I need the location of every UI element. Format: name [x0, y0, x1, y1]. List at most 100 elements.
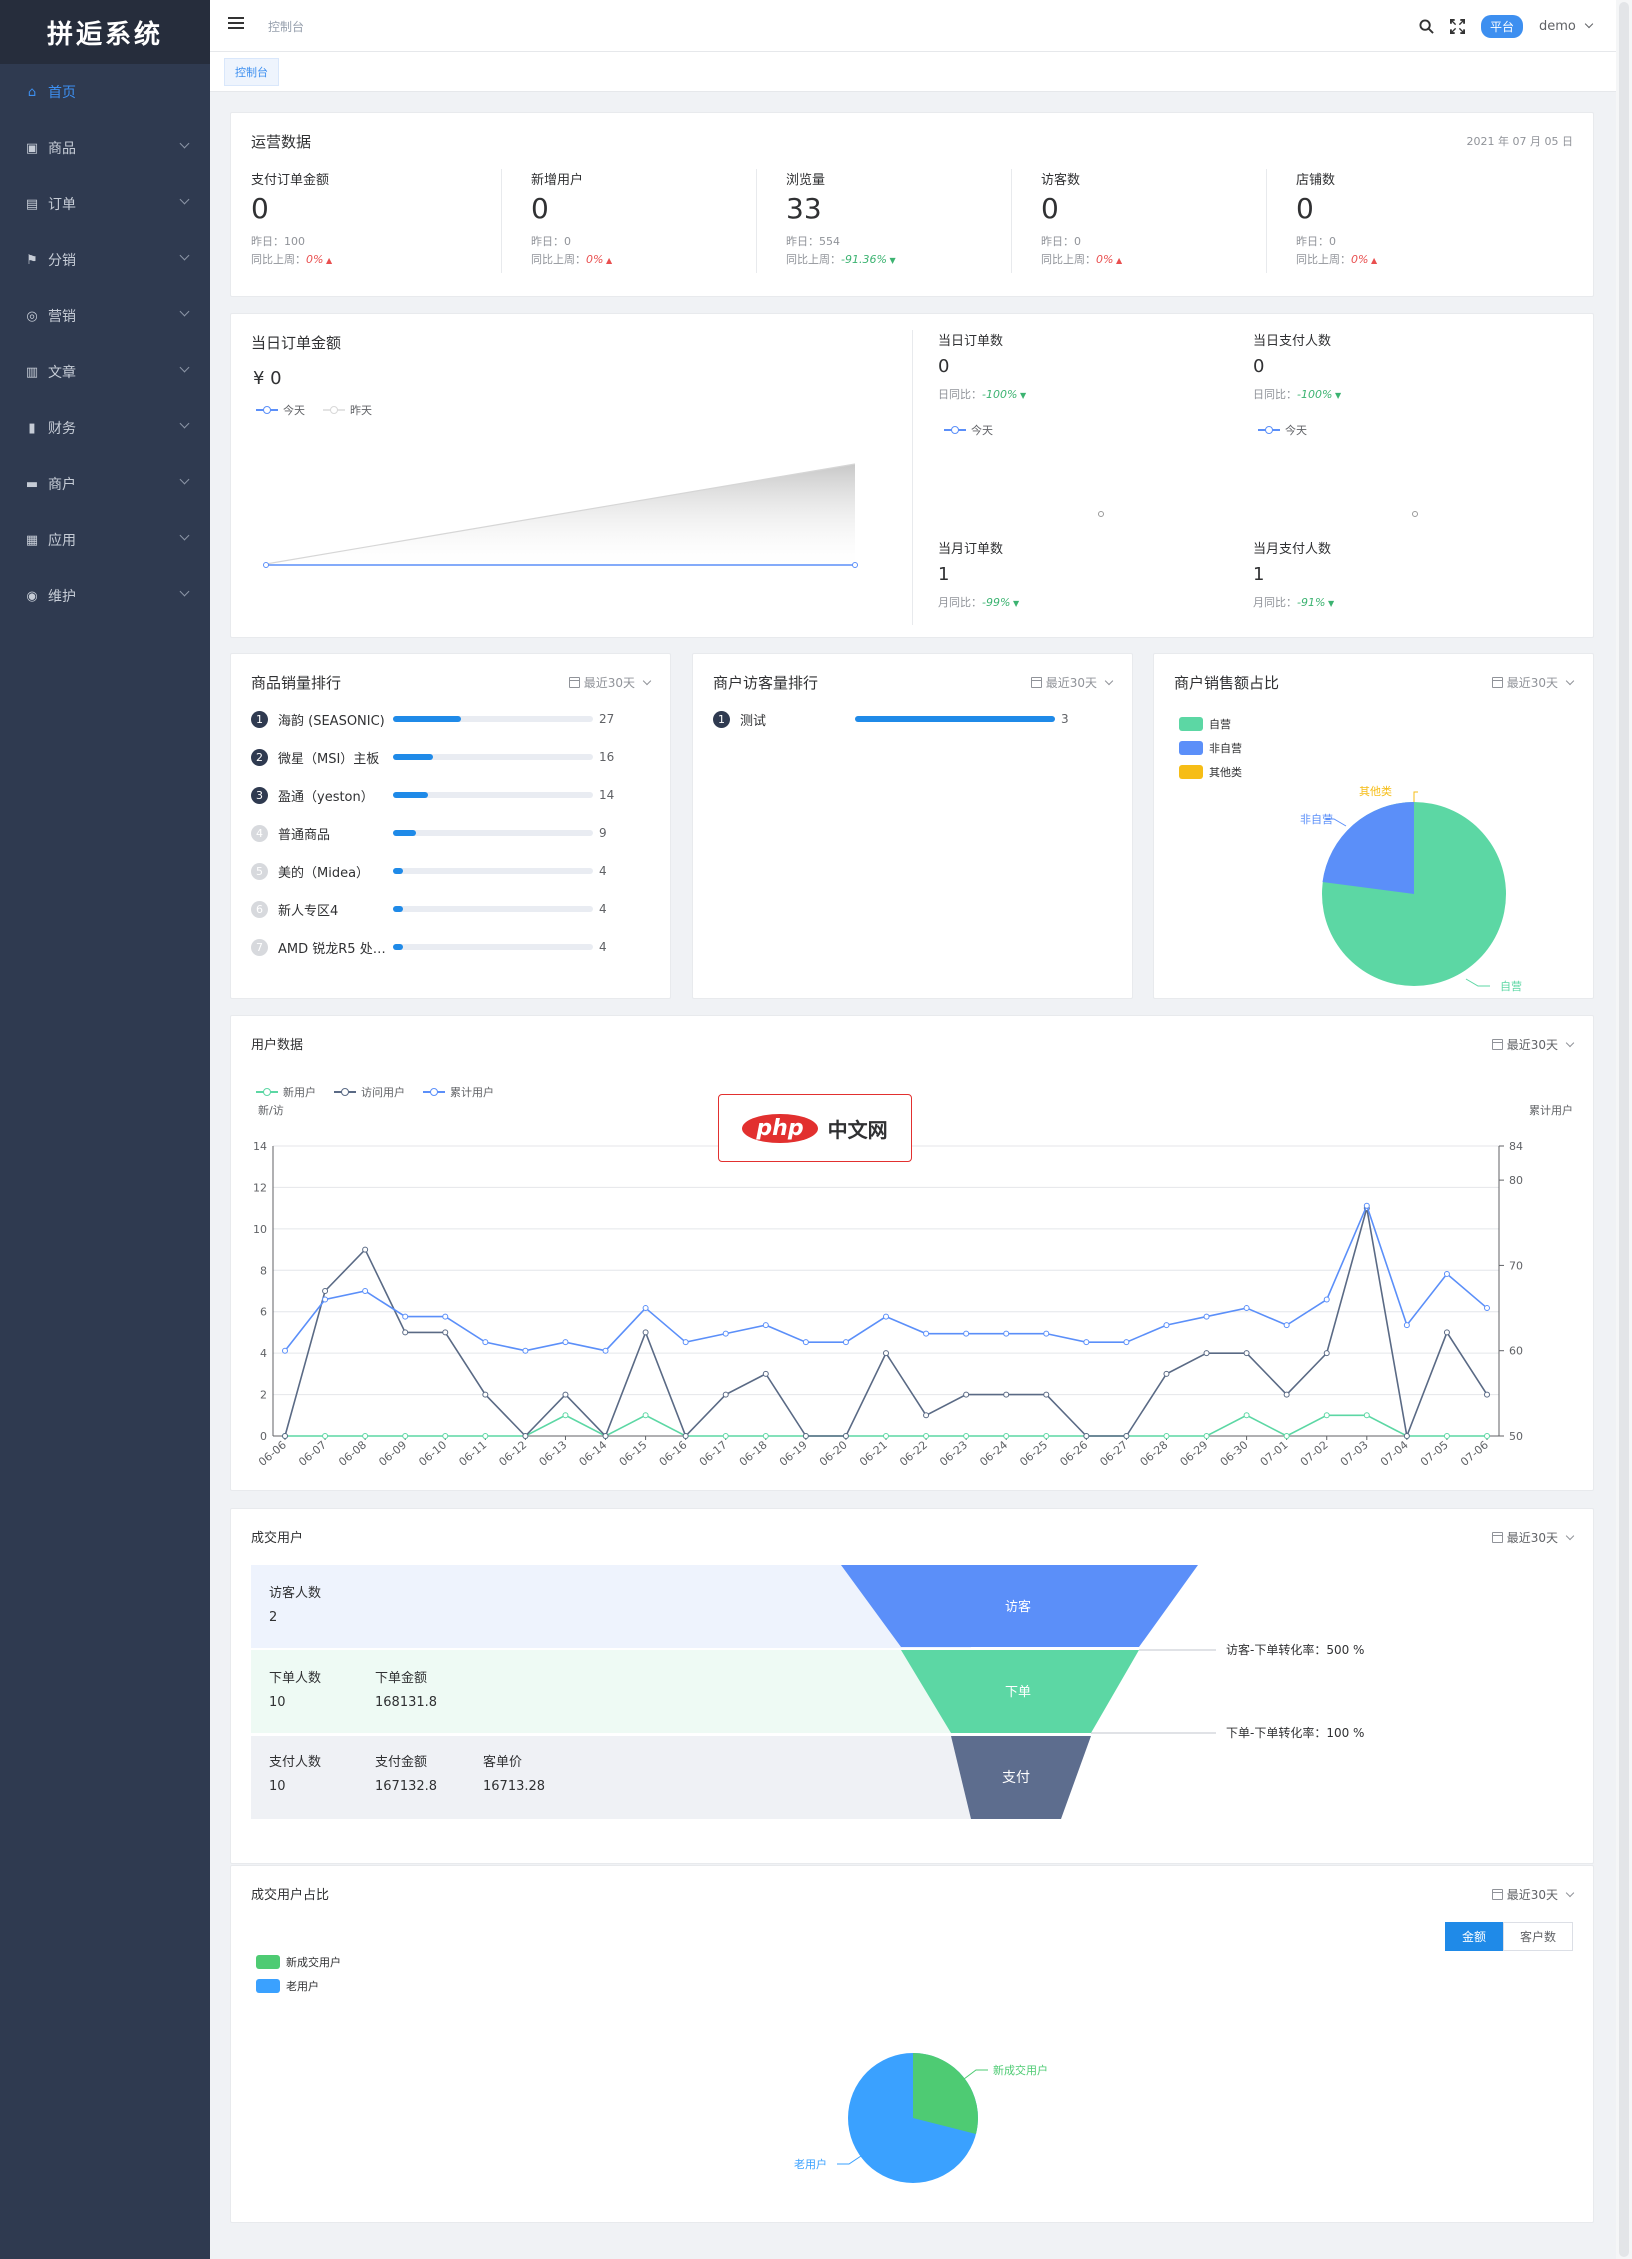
- series-point[interactable]: [1243, 1305, 1250, 1312]
- visitors-period-select[interactable]: 最近30天: [1030, 674, 1114, 691]
- series-line-2[interactable]: [284, 1203, 1488, 1352]
- fullscreen-icon[interactable]: [1449, 18, 1465, 34]
- series-point[interactable]: [282, 1433, 288, 1439]
- series-point[interactable]: [963, 1433, 970, 1439]
- series-point[interactable]: [1283, 1391, 1290, 1398]
- series-point[interactable]: [682, 1433, 689, 1439]
- series-point[interactable]: [362, 1288, 369, 1294]
- sidebar-item-0[interactable]: ⌂ 首页: [0, 64, 210, 120]
- series-point[interactable]: [883, 1350, 889, 1357]
- sidebar-item-5[interactable]: ▥ 文章: [0, 344, 210, 400]
- legend-visit-users[interactable]: 访问用户: [334, 1084, 405, 1100]
- series-point[interactable]: [1283, 1433, 1290, 1439]
- series-point[interactable]: [1203, 1350, 1210, 1357]
- legend-item[interactable]: 新成交用户: [256, 1954, 341, 1970]
- series-point[interactable]: [1083, 1339, 1090, 1346]
- series-point[interactable]: [762, 1322, 769, 1329]
- legend-item[interactable]: 非自营: [1179, 740, 1242, 756]
- series-point[interactable]: [883, 1433, 889, 1439]
- pie-slice-nonself[interactable]: [1322, 801, 1415, 894]
- series-point[interactable]: [1484, 1391, 1490, 1398]
- series-point[interactable]: [1323, 1296, 1330, 1303]
- series-point[interactable]: [1163, 1370, 1170, 1377]
- series-point[interactable]: [1003, 1391, 1010, 1398]
- series-point[interactable]: [442, 1329, 449, 1336]
- legend-today-orders[interactable]: 今天: [944, 422, 993, 438]
- rank-row[interactable]: 3 盈通（yeston） 14: [251, 785, 614, 805]
- series-point[interactable]: [362, 1246, 369, 1253]
- series-point[interactable]: [1243, 1350, 1250, 1357]
- series-point[interactable]: [762, 1433, 769, 1439]
- platform-badge[interactable]: 平台: [1480, 14, 1523, 38]
- series-point[interactable]: [963, 1330, 970, 1337]
- legend-item[interactable]: 其他类: [1179, 764, 1242, 780]
- series-point[interactable]: [1203, 1433, 1210, 1439]
- series-point[interactable]: [1043, 1391, 1050, 1398]
- funnel-stage-visit[interactable]: [841, 1565, 1198, 1647]
- series-point[interactable]: [802, 1433, 809, 1439]
- series-point[interactable]: [1243, 1412, 1250, 1419]
- series-point[interactable]: [963, 1391, 970, 1398]
- series-point[interactable]: [1443, 1270, 1450, 1277]
- pie-slice-new-users[interactable]: [913, 2053, 978, 2134]
- series-point[interactable]: [522, 1347, 529, 1354]
- series-point[interactable]: [1443, 1329, 1450, 1336]
- series-point[interactable]: [682, 1339, 689, 1346]
- series-point[interactable]: [1323, 1350, 1330, 1357]
- rank-row[interactable]: 1 测试 3: [713, 709, 1069, 729]
- deal-period-select[interactable]: 最近30天: [1491, 1529, 1575, 1546]
- series-point[interactable]: [1043, 1433, 1050, 1439]
- series-point[interactable]: [442, 1433, 449, 1439]
- series-point[interactable]: [1163, 1433, 1170, 1439]
- series-point[interactable]: [482, 1433, 489, 1439]
- ratio-period-select[interactable]: 最近30天: [1491, 1886, 1575, 1903]
- series-point[interactable]: [722, 1330, 729, 1337]
- series-point[interactable]: [762, 1370, 769, 1377]
- series-point[interactable]: [322, 1433, 329, 1439]
- page-scrollbar[interactable]: [1616, 0, 1632, 2259]
- search-icon[interactable]: [1419, 18, 1434, 34]
- sidebar-item-3[interactable]: ⚑ 分销: [0, 232, 210, 288]
- series-point[interactable]: [402, 1329, 409, 1336]
- tab-console[interactable]: 控制台: [224, 58, 279, 86]
- series-line-0[interactable]: [285, 1414, 1487, 1437]
- menu-toggle-icon[interactable]: [228, 17, 244, 31]
- series-point[interactable]: [1484, 1305, 1490, 1312]
- legend-today[interactable]: 今天: [256, 402, 305, 418]
- funnel-stage-pay[interactable]: [951, 1736, 1091, 1819]
- series-point[interactable]: [402, 1433, 409, 1439]
- series-point[interactable]: [1403, 1322, 1410, 1329]
- series-point[interactable]: [1283, 1322, 1290, 1329]
- series-point[interactable]: [802, 1339, 809, 1346]
- series-point[interactable]: [482, 1339, 489, 1346]
- sidebar-item-1[interactable]: ▣ 商品: [0, 120, 210, 176]
- series-point[interactable]: [322, 1296, 329, 1303]
- legend-new-users[interactable]: 新用户: [256, 1084, 316, 1100]
- series-point[interactable]: [362, 1433, 369, 1439]
- rank-row[interactable]: 7 AMD 锐龙R5 处理器 4: [251, 937, 607, 957]
- series-point[interactable]: [1123, 1433, 1130, 1439]
- series-point[interactable]: [562, 1412, 569, 1419]
- legend-total-users[interactable]: 累计用户: [423, 1084, 494, 1100]
- series-point[interactable]: [1163, 1322, 1170, 1329]
- series-point[interactable]: [923, 1330, 930, 1337]
- series-point[interactable]: [1323, 1412, 1330, 1419]
- series-point[interactable]: [842, 1339, 849, 1346]
- series-point[interactable]: [923, 1412, 930, 1419]
- rank-row[interactable]: 1 海韵 (SEASONIC) 27: [251, 709, 614, 729]
- series-point[interactable]: [1003, 1433, 1010, 1439]
- rank-row[interactable]: 2 微星（MSI）主板 16: [251, 747, 614, 767]
- series-point[interactable]: [1123, 1339, 1130, 1346]
- series-point[interactable]: [642, 1412, 649, 1419]
- rank-period-select[interactable]: 最近30天: [568, 674, 652, 691]
- funnel-stage-order[interactable]: [901, 1650, 1139, 1733]
- series-point[interactable]: [923, 1433, 930, 1439]
- series-point[interactable]: [602, 1347, 609, 1354]
- series-point[interactable]: [602, 1433, 609, 1439]
- series-point[interactable]: [442, 1313, 449, 1320]
- rank-row[interactable]: 5 美的（Midea） 4: [251, 861, 607, 881]
- sidebar-item-2[interactable]: ▤ 订单: [0, 176, 210, 232]
- users-period-select[interactable]: 最近30天: [1491, 1036, 1575, 1053]
- toggle-amount[interactable]: 金额: [1444, 1922, 1503, 1951]
- sidebar-item-9[interactable]: ◉ 维护: [0, 568, 210, 624]
